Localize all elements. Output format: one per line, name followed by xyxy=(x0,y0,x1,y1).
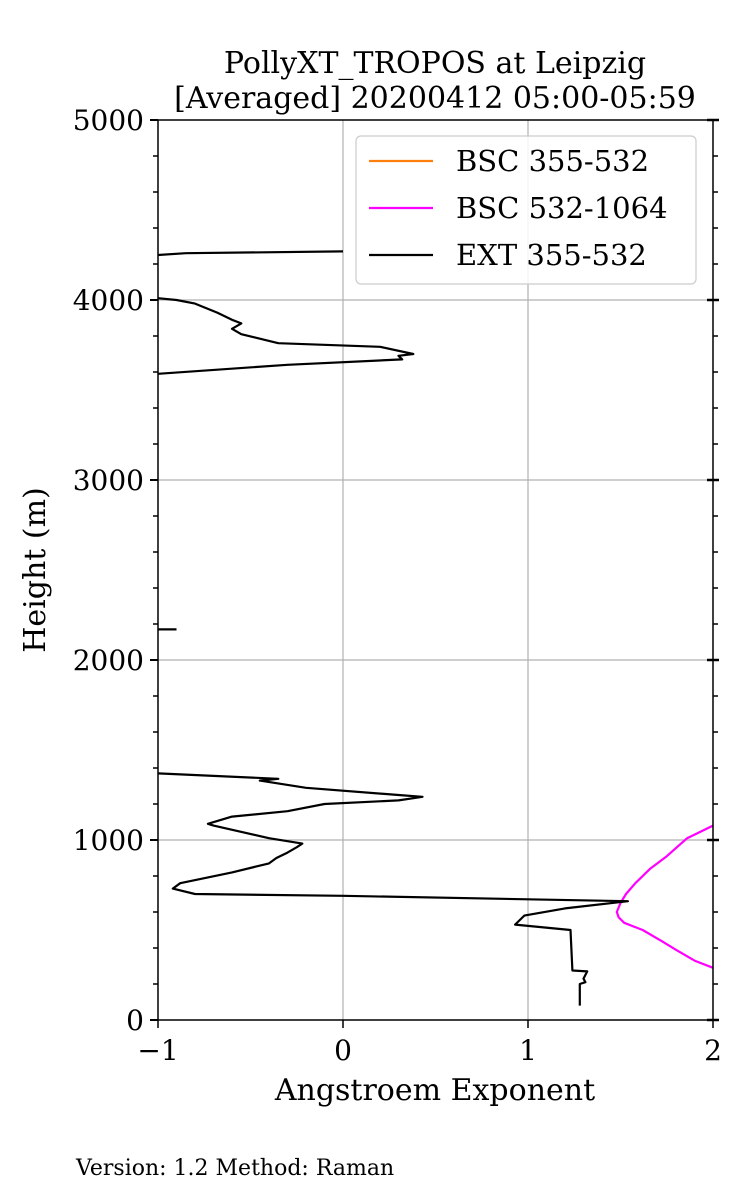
chart-title-line2: [Averaged] 20200412 05:00-05:59 xyxy=(174,81,696,116)
plot-frame xyxy=(157,119,714,1021)
x-tick-label: 1 xyxy=(519,1034,537,1067)
x-axis-label: Angstroem Exponent xyxy=(274,1073,595,1108)
chart-title-line1: PollyXT_TROPOS at Leipzig xyxy=(224,46,646,81)
footer-version-text: Version: 1.2 Method: Raman xyxy=(75,1156,394,1181)
x-tick-label: 0 xyxy=(334,1034,352,1067)
legend-label-bsc-532-1064: BSC 532-1064 xyxy=(456,191,668,225)
y-tick-label: 4000 xyxy=(73,284,144,317)
y-axis-label: Height (m) xyxy=(18,487,53,652)
x-tick-label: 2 xyxy=(704,1034,722,1067)
legend-label-ext-355-532: EXT 355-532 xyxy=(456,238,647,272)
y-tick-label: 2000 xyxy=(73,644,144,677)
y-tick-label: 3000 xyxy=(73,464,144,497)
y-tick-label: 5000 xyxy=(73,104,144,137)
series-line-ext-355-532 xyxy=(158,250,344,257)
x-tick-label: −1 xyxy=(137,1034,178,1067)
legend: BSC 355-532 BSC 532-1064 EXT 355-532 xyxy=(355,135,697,285)
series-layer xyxy=(158,250,713,1006)
y-tick-label: 1000 xyxy=(73,824,144,857)
series-line-ext-355-532 xyxy=(158,297,415,375)
y-tick-label: 0 xyxy=(126,1004,144,1037)
series-line-ext-355-532 xyxy=(158,772,630,1006)
legend-label-bsc-355-532: BSC 355-532 xyxy=(456,144,649,178)
legend-box xyxy=(355,135,697,285)
series-line-bsc-532-1064 xyxy=(615,824,713,969)
